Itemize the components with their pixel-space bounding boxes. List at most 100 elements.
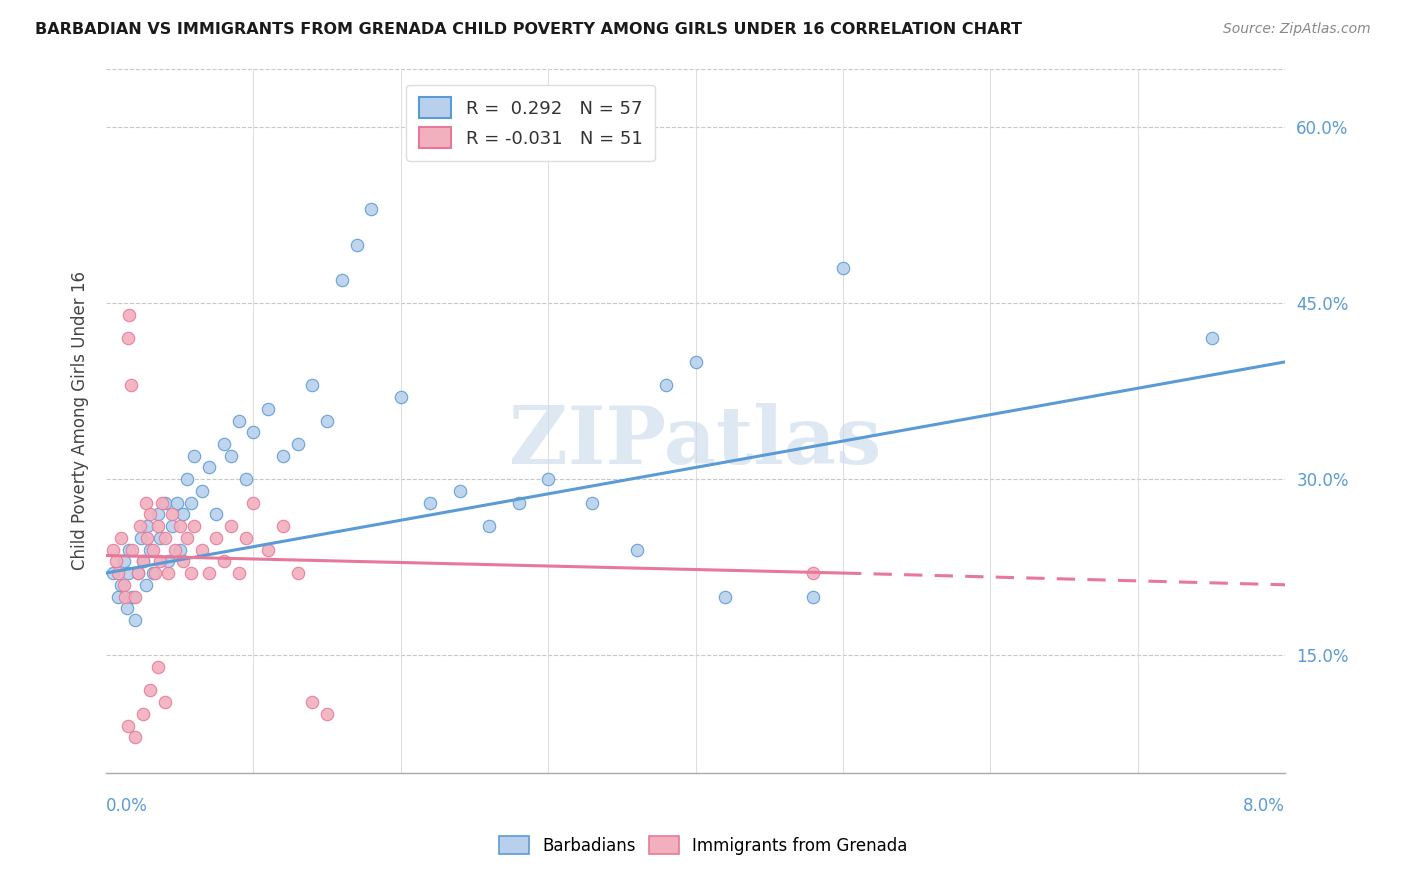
Point [198, 566, 221, 580]
Point [257, 401, 280, 416]
Point [271, 449, 294, 463]
Point [132, 554, 155, 568]
Point [316, 413, 339, 427]
Y-axis label: Child Poverty Among Girls Under 16: Child Poverty Among Girls Under 16 [72, 271, 89, 570]
Point [103, 566, 125, 580]
Point [153, 531, 176, 545]
Text: Source: ZipAtlas.com: Source: ZipAtlas.com [1223, 22, 1371, 37]
Point [183, 449, 205, 463]
Point [153, 695, 176, 709]
Point [139, 542, 162, 557]
Point [581, 496, 603, 510]
Point [242, 425, 264, 440]
Point [135, 578, 157, 592]
Point [127, 566, 149, 580]
Point [228, 566, 250, 580]
Point [198, 460, 221, 475]
Text: 0.0%: 0.0% [105, 797, 148, 815]
Point [449, 483, 471, 498]
Point [287, 437, 309, 451]
Point [124, 613, 146, 627]
Point [105, 554, 128, 568]
Point [149, 554, 172, 568]
Point [219, 519, 242, 533]
Point [132, 706, 155, 721]
Point [685, 355, 707, 369]
Point [803, 566, 825, 580]
Point [389, 390, 412, 404]
Point [316, 706, 339, 721]
Text: 8.0%: 8.0% [1243, 797, 1285, 815]
Text: ZIPatlas: ZIPatlas [509, 402, 882, 481]
Legend: R =  0.292   N = 57, R = -0.031   N = 51: R = 0.292 N = 57, R = -0.031 N = 51 [406, 85, 655, 161]
Point [135, 496, 157, 510]
Point [235, 531, 257, 545]
Point [301, 695, 323, 709]
Point [242, 496, 264, 510]
Point [212, 437, 235, 451]
Point [156, 554, 179, 568]
Point [419, 496, 441, 510]
Point [165, 542, 187, 557]
Point [139, 683, 162, 698]
Point [156, 566, 179, 580]
Point [287, 566, 309, 580]
Point [103, 542, 125, 557]
Point [112, 554, 135, 568]
Point [136, 531, 159, 545]
Point [118, 542, 141, 557]
Point [832, 260, 855, 275]
Point [162, 519, 184, 533]
Point [150, 496, 173, 510]
Point [117, 718, 139, 732]
Point [183, 519, 205, 533]
Point [169, 542, 191, 557]
Point [153, 496, 176, 510]
Text: BARBADIAN VS IMMIGRANTS FROM GRENADA CHILD POVERTY AMONG GIRLS UNDER 16 CORRELAT: BARBADIAN VS IMMIGRANTS FROM GRENADA CHI… [35, 22, 1022, 37]
Point [143, 566, 166, 580]
Point [107, 590, 129, 604]
Point [180, 496, 202, 510]
Point [257, 542, 280, 557]
Point [129, 531, 152, 545]
Point [228, 413, 250, 427]
Point [112, 578, 135, 592]
Point [190, 542, 212, 557]
Point [139, 508, 162, 522]
Point [655, 378, 678, 392]
Point [235, 472, 257, 486]
Point [146, 519, 169, 533]
Point [117, 331, 139, 345]
Point [142, 542, 165, 557]
Point [169, 519, 191, 533]
Point [219, 449, 242, 463]
Point [360, 202, 382, 217]
Point [478, 519, 501, 533]
Point [142, 566, 165, 580]
Point [205, 508, 228, 522]
Point [166, 496, 188, 510]
Point [180, 566, 202, 580]
Point [120, 378, 142, 392]
Point [271, 519, 294, 533]
Point [107, 566, 129, 580]
Point [346, 237, 368, 252]
Point [124, 731, 146, 745]
Point [115, 601, 138, 615]
Point [132, 554, 155, 568]
Point [803, 590, 825, 604]
Point [1201, 331, 1223, 345]
Point [146, 660, 169, 674]
Point [301, 378, 323, 392]
Point [124, 590, 146, 604]
Point [176, 472, 198, 486]
Point [118, 308, 141, 322]
Point [714, 590, 737, 604]
Point [172, 508, 194, 522]
Point [212, 554, 235, 568]
Point [162, 508, 184, 522]
Point [110, 531, 132, 545]
Point [128, 519, 150, 533]
Point [176, 531, 198, 545]
Legend: Barbadians, Immigrants from Grenada: Barbadians, Immigrants from Grenada [492, 830, 914, 862]
